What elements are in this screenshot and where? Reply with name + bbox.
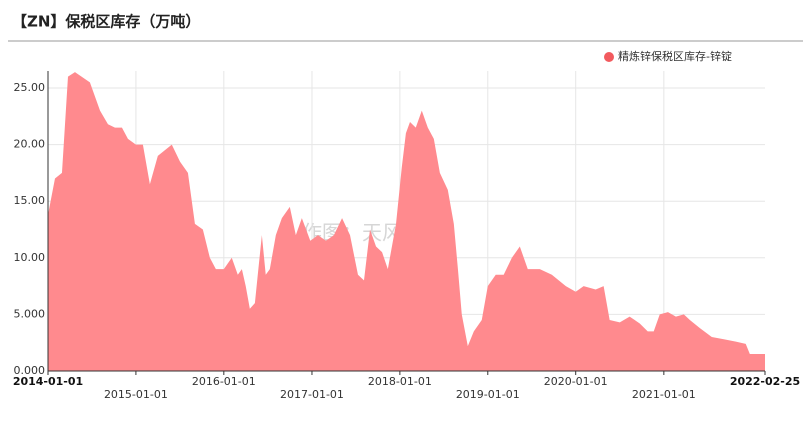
- chart-title: 【ZN】保税区库存（万吨）: [12, 13, 200, 31]
- legend-marker: [604, 52, 614, 62]
- x-tick-label: 2016-01-01: [192, 375, 256, 388]
- x-tick-label: 2022-02-25: [730, 375, 800, 388]
- x-tick-label: 2019-01-01: [456, 388, 520, 401]
- x-tick-label: 2017-01-01: [280, 388, 344, 401]
- x-tick-label: 2014-01-01: [13, 375, 83, 388]
- y-tick-label: 0.000: [14, 364, 46, 377]
- y-tick-label: 25.00: [14, 81, 46, 94]
- area: [48, 72, 765, 371]
- x-tick-label: 2020-01-01: [544, 375, 608, 388]
- legend-label: 精炼锌保税区库存-锌锭: [618, 49, 732, 63]
- x-tick-label: 2018-01-01: [368, 375, 432, 388]
- y-tick-label: 20.00: [14, 138, 46, 151]
- y-tick-label: 5.000: [14, 307, 46, 320]
- x-tick-label: 2021-01-01: [632, 388, 696, 401]
- y-tick-label: 15.00: [14, 194, 46, 207]
- y-tick-label: 10.00: [14, 251, 46, 264]
- x-tick-label: 2015-01-01: [104, 388, 168, 401]
